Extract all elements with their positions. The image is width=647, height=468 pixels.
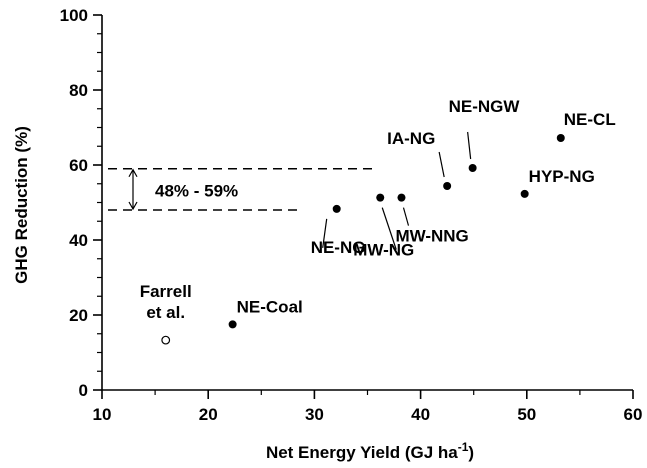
x-axis-ticks: 10 20 30 40 50 60 [93,390,643,424]
data-point [520,189,529,198]
label-leader-line [467,131,472,160]
point-label: NE-CL [564,110,616,129]
x-axis-title: Net Energy Yield (GJ ha-1) [266,440,474,462]
point-label: MW-NNG [395,227,468,246]
data-point [332,204,341,213]
data-point [443,182,452,190]
data-point-open [161,335,171,345]
axis-lines [101,15,633,391]
point-label: NE-NGW [449,97,521,116]
label-leader-line [322,218,328,248]
axes [101,15,633,391]
data-point [468,164,477,172]
point-label: Farrell [140,282,192,301]
y-axis-title: GHG Reduction (%) [12,126,31,284]
point-label: NE-NG [311,238,366,257]
x-tick-label: 20 [199,405,218,424]
y-tick-label: 0 [79,381,88,400]
x-tick-label: 30 [305,405,324,424]
data-point [376,193,385,202]
label-leader-line [438,151,445,178]
x-tick-label: 50 [517,405,536,424]
range-label: 48% - 59% [155,181,238,200]
range-arrow-head-down [128,201,138,211]
label-leader-line [381,207,397,250]
range-arrow-head-up [128,168,138,178]
y-tick-label: 80 [69,81,88,100]
y-tick-label: 20 [69,306,88,325]
x-axis-title-main: Net Energy Yield (GJ ha [266,443,458,462]
data-point [228,320,237,329]
point-label: MW-NG [353,241,414,260]
x-tick-label: 10 [93,405,112,424]
x-tick-label: 60 [624,405,643,424]
x-axis-title-sup: -1 [458,440,469,454]
data-point [556,134,565,142]
point-label: et al. [146,303,185,322]
data-points [161,134,565,345]
x-tick-label: 40 [411,405,430,424]
y-tick-label: 60 [69,156,88,175]
data-point [397,193,406,202]
y-axis-ticks: 0 20 40 60 80 100 [60,6,102,400]
point-label: NE-Coal [237,297,303,316]
y-tick-label: 100 [60,6,88,25]
point-label: IA-NG [387,129,435,148]
label-leader-line [402,207,410,226]
x-axis-title-end: ) [468,443,474,462]
y-tick-label: 40 [69,231,88,250]
point-label: HYP-NG [529,167,595,186]
range-annotation: 48% - 59% [108,168,378,211]
